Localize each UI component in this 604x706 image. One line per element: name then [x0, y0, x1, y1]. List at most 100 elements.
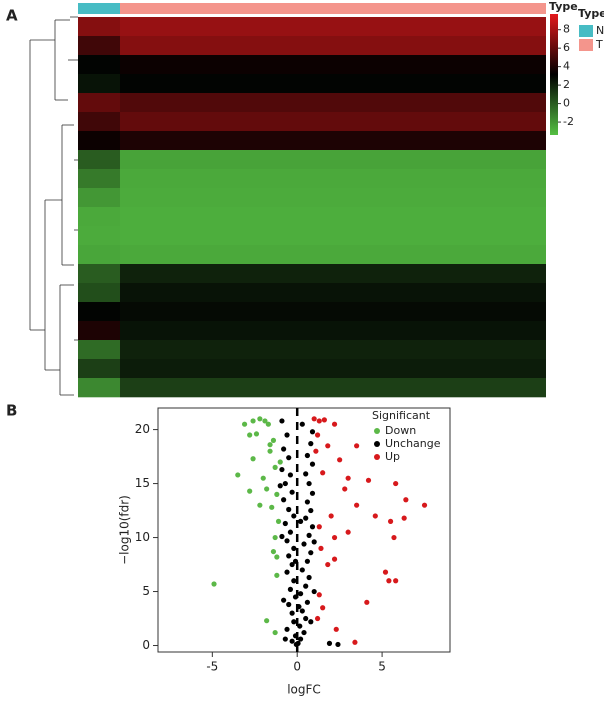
point [309, 490, 316, 496]
point [289, 489, 295, 495]
point [274, 491, 280, 497]
heatmap-cell [120, 74, 546, 94]
point [304, 452, 310, 459]
point [284, 626, 290, 632]
point [235, 472, 241, 478]
point [282, 520, 288, 527]
point [295, 640, 301, 646]
point [314, 432, 321, 438]
point [281, 497, 287, 503]
heatmap-cell [78, 93, 120, 113]
heatmap-cell [78, 283, 120, 303]
point [316, 418, 322, 424]
legend-marker [374, 428, 380, 434]
point [298, 518, 304, 524]
point [286, 506, 292, 513]
point [401, 515, 407, 521]
heatmap-cell [120, 378, 546, 398]
point [299, 608, 305, 614]
point [333, 626, 339, 632]
point [260, 475, 266, 481]
point [267, 448, 273, 454]
point [272, 629, 278, 636]
legend-label: Unchange [385, 437, 441, 450]
legend-label: N [596, 24, 604, 37]
point [299, 421, 305, 427]
point [272, 534, 278, 541]
point [297, 623, 303, 629]
point [321, 417, 327, 423]
point [309, 524, 316, 530]
heatmap-cell [78, 131, 120, 151]
plot-frame [157, 407, 451, 653]
heatmap-cell [120, 36, 546, 56]
heatmap-cell [120, 283, 546, 303]
point [303, 471, 309, 477]
heatmap-cell [78, 264, 120, 284]
dendrogram [29, 16, 78, 396]
point [372, 513, 378, 519]
point [306, 532, 312, 538]
heatmap-cell [120, 340, 546, 360]
annotation-bar [78, 3, 120, 14]
point [296, 604, 302, 610]
heatmap-cell [78, 188, 120, 208]
y-axis-label: −log10(fdr) [118, 495, 132, 565]
legend-swatch [579, 25, 593, 37]
colorbar-tick-label: -2 [563, 115, 574, 128]
point [386, 578, 392, 584]
heatmap-cell [78, 226, 120, 246]
point [279, 466, 285, 473]
heatmap-cell [78, 169, 120, 189]
point [250, 456, 256, 462]
point [301, 541, 307, 547]
point [292, 558, 299, 564]
point [291, 513, 297, 519]
legend-label: T [595, 38, 603, 51]
point [298, 591, 304, 597]
point [331, 534, 338, 541]
colorbar-label: Type [549, 0, 578, 13]
point [272, 464, 278, 470]
heatmap-cell [120, 359, 546, 379]
heatmap-cell [78, 321, 120, 341]
heatmap-cell [78, 36, 120, 56]
x-tick-label: 0 [293, 660, 301, 674]
point [304, 499, 310, 505]
point [262, 418, 268, 424]
point [354, 443, 360, 449]
point [306, 574, 312, 581]
heatmap-cell [78, 340, 120, 360]
point [325, 443, 331, 449]
point [274, 554, 280, 560]
point [286, 553, 292, 559]
point [241, 421, 248, 427]
point [267, 442, 273, 448]
legend-label: Down [385, 424, 416, 437]
point [326, 640, 333, 646]
point [289, 610, 295, 616]
legend-title: Type [578, 7, 604, 20]
legend-title: Significant [372, 409, 431, 422]
point [393, 578, 399, 584]
point [325, 561, 331, 568]
heatmap-cell [78, 207, 120, 227]
heatmap-cell [120, 245, 546, 265]
point [314, 615, 321, 622]
point [311, 416, 317, 422]
heatmap-cell [120, 188, 546, 208]
panel-label: B [6, 402, 17, 420]
point [253, 431, 260, 437]
point [313, 448, 319, 454]
annotation-bar [120, 3, 546, 14]
point [291, 619, 297, 625]
heatmap-cell [78, 302, 120, 322]
colorbar-tick-label: 0 [563, 97, 570, 110]
point [247, 432, 253, 438]
legend-marker [374, 454, 380, 460]
point [289, 561, 295, 568]
point [309, 429, 316, 435]
heatmap-cell [120, 302, 546, 322]
point [382, 569, 389, 575]
point [270, 548, 277, 555]
